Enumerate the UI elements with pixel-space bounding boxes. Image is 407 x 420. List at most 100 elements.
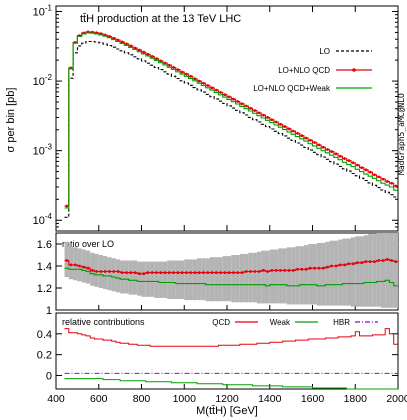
- nlo-qcd-point: [334, 152, 338, 156]
- nlo-qcd-point: [133, 46, 137, 50]
- main-legend: LO LO+NLO QCD LO+NLO QCD+Weak: [253, 47, 372, 93]
- ratio-point: [321, 266, 325, 270]
- ratio-point: [313, 266, 317, 270]
- main-title: tt̄H production at the 13 TeV LHC: [80, 13, 241, 25]
- ratio-point: [244, 270, 248, 273]
- scale-band-bin: [111, 258, 116, 292]
- nlo-qcd-point: [197, 79, 201, 83]
- ratio-point: [270, 269, 274, 272]
- x-tick-label: 400: [47, 393, 65, 405]
- scale-band-bin: [179, 260, 185, 299]
- relative-y-tick-label: 0: [46, 370, 52, 382]
- scale-band-bin: [385, 233, 390, 308]
- scale-band-bin: [325, 241, 330, 306]
- nlo-qcd-point: [112, 36, 116, 40]
- ratio-point: [193, 271, 197, 274]
- nlo-qcd-point: [167, 63, 171, 67]
- ratio-point: [326, 265, 329, 269]
- ratio-point: [304, 267, 308, 271]
- scale-band-bin: [124, 260, 129, 294]
- nlo-qcd-point: [313, 141, 317, 144]
- scale-band-bin: [252, 252, 257, 303]
- ratio-point: [78, 264, 81, 268]
- nlo-qcd-point: [142, 50, 146, 54]
- ratio-point: [296, 267, 299, 271]
- ratio-point: [103, 270, 107, 273]
- scale-band-bin: [278, 248, 283, 304]
- scale-band-bin: [222, 256, 227, 302]
- scale-band-bin: [368, 234, 373, 307]
- ratio-point: [133, 271, 137, 274]
- scale-band-bin: [137, 261, 142, 296]
- nlo-qcd-point: [373, 173, 376, 177]
- nlo-qcd-point: [300, 134, 304, 138]
- legend-label-hbr: HBR: [333, 318, 350, 327]
- series-lo: [64, 40, 398, 218]
- main-y-tick-label: 10-3: [33, 143, 53, 158]
- ratio-point: [82, 265, 86, 269]
- nlo-qcd-point: [232, 97, 235, 101]
- scale-band-bin: [329, 240, 334, 306]
- nlo-qcd-point: [176, 68, 180, 72]
- ratio-y-ticks: 1 1.2 1.4 1.6: [37, 239, 399, 317]
- ratio-point: [197, 271, 201, 274]
- nlo-qcd-point: [163, 61, 167, 65]
- relative-title: relative contributions: [62, 317, 145, 327]
- x-tick-label: 1400: [258, 393, 282, 405]
- nlo-qcd-point: [355, 163, 359, 167]
- ratio-point: [257, 270, 261, 273]
- relative-y-tick-label: 0.2: [37, 350, 52, 362]
- nlo-qcd-point: [279, 122, 282, 126]
- nlo-qcd-point: [65, 204, 69, 208]
- x-tick-label: 1200: [215, 393, 239, 405]
- nlo-qcd-point: [270, 118, 274, 122]
- nlo-qcd-point: [266, 116, 270, 119]
- scale-band-bin: [244, 253, 249, 303]
- nlo-qcd-point: [261, 113, 265, 117]
- scale-band-bin: [303, 245, 309, 305]
- ratio-point: [240, 271, 244, 274]
- ratio-point: [90, 269, 94, 272]
- ratio-point: [150, 271, 154, 274]
- nlo-qcd-point: [368, 170, 372, 174]
- scale-band-bin: [269, 249, 275, 304]
- ratio-point: [210, 271, 214, 274]
- main-panel: tt̄H production at the 13 TeV LHC σ per …: [5, 4, 406, 232]
- ratio-point: [227, 271, 231, 274]
- ratio-point: [368, 260, 372, 263]
- scale-band-bin: [197, 258, 202, 301]
- scale-band-bin: [316, 242, 322, 306]
- x-axis-ticks: 400 600 800 1000 1200 1400 1600 1800 2000: [47, 384, 407, 405]
- ratio-point: [291, 269, 295, 272]
- nlo-qcd-point: [236, 100, 240, 103]
- legend-marker-nlo-qcd: [352, 68, 356, 72]
- ratio-point: [360, 261, 364, 265]
- ratio-y-tick-label: 1.2: [37, 283, 52, 295]
- legend-label-nlo-qcd: LO+NLO QCD: [278, 66, 330, 75]
- nlo-qcd-point: [377, 175, 381, 179]
- scale-band-bin: [321, 242, 326, 306]
- x-axis-label: M(tt̄H) [GeV]: [196, 405, 258, 417]
- ratio-point: [236, 271, 240, 274]
- ratio-point: [300, 267, 304, 271]
- nlo-qcd-point: [343, 157, 346, 160]
- nlo-qcd-point: [308, 138, 312, 142]
- legend-label-nlo-weak: LO+NLO QCD+Weak: [253, 84, 331, 93]
- ratio-nlo-qcd-weak: [64, 267, 398, 287]
- ratio-point: [223, 271, 227, 274]
- ratio-nlo-qcd: [64, 258, 398, 275]
- ratio-point: [355, 261, 359, 265]
- ratio-point: [351, 262, 355, 266]
- nlo-qcd-point: [137, 48, 141, 52]
- scale-band-bin: [128, 260, 133, 295]
- scale-band-bin: [363, 235, 369, 307]
- ratio-point: [184, 271, 188, 274]
- nlo-qcd-point: [360, 166, 364, 170]
- scale-band-bin: [282, 248, 287, 304]
- nlo-qcd-point: [155, 57, 158, 61]
- scale-band-bin: [205, 258, 210, 302]
- ratio-point: [155, 271, 158, 274]
- nlo-qcd-point: [326, 148, 329, 151]
- scale-band-bin: [342, 238, 347, 306]
